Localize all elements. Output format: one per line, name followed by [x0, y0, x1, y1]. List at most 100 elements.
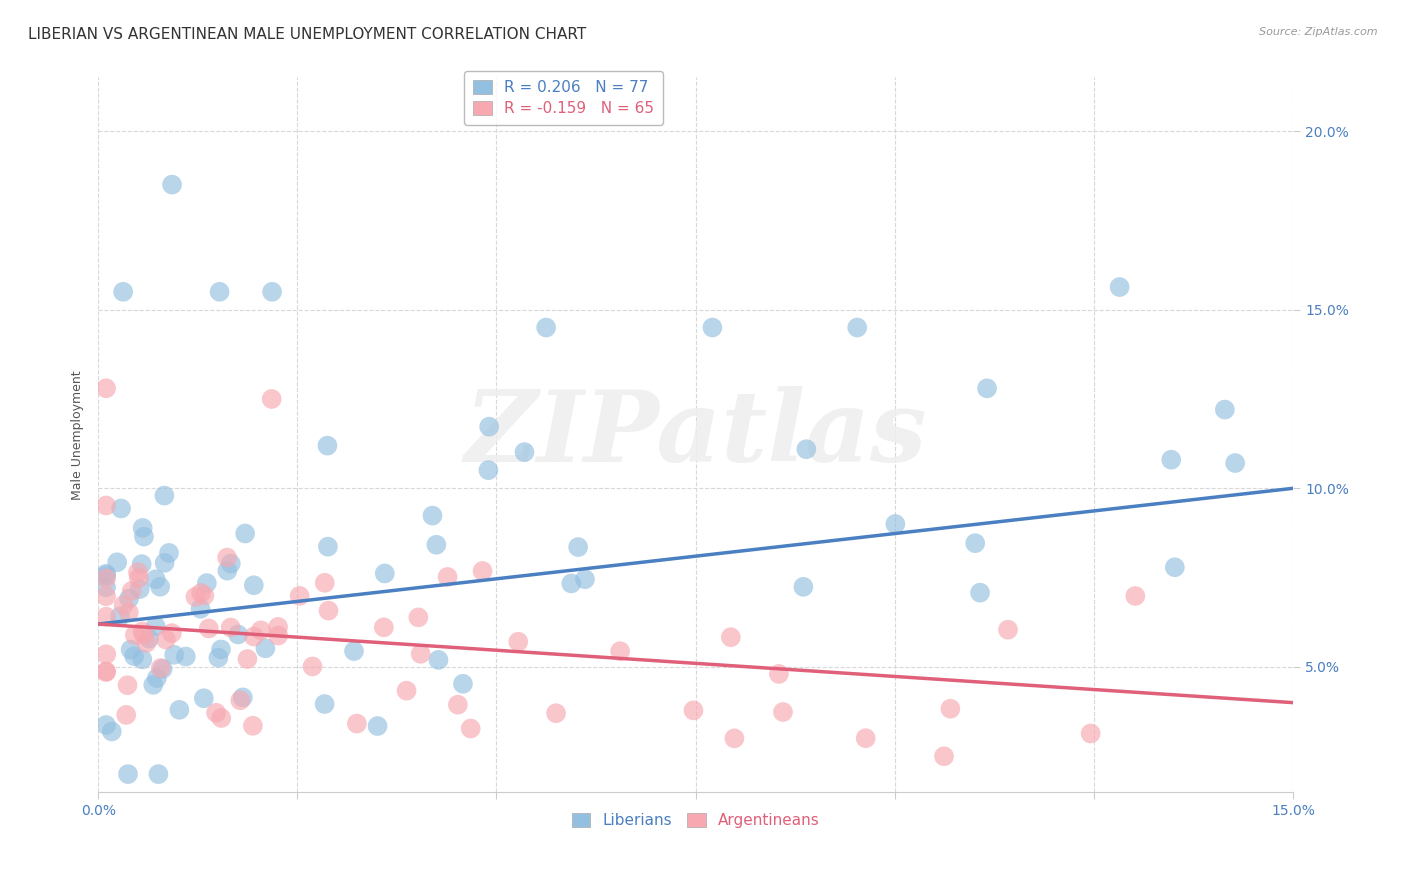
- Point: [1123, 589, 1146, 603]
- Point: [117, 678, 139, 692]
- Point: [965, 536, 987, 550]
- Point: [560, 576, 582, 591]
- Point: [157, 546, 180, 560]
- Point: [478, 419, 501, 434]
- Point: [367, 719, 389, 733]
- Point: [94, 665, 117, 679]
- Point: [118, 591, 141, 606]
- Point: [101, 724, 124, 739]
- Point: [723, 731, 745, 746]
- Point: [316, 540, 339, 554]
- Point: [120, 642, 142, 657]
- Point: [969, 585, 991, 599]
- Point: [932, 749, 955, 764]
- Point: [314, 575, 336, 590]
- Point: [508, 634, 530, 648]
- Point: [301, 659, 323, 673]
- Point: [146, 671, 169, 685]
- Point: [96, 647, 118, 661]
- Point: [997, 623, 1019, 637]
- Point: [155, 632, 177, 647]
- Point: [346, 716, 368, 731]
- Point: [217, 564, 239, 578]
- Point: [193, 589, 215, 603]
- Point: [343, 644, 366, 658]
- Point: [267, 620, 290, 634]
- Point: [471, 564, 494, 578]
- Point: [574, 572, 596, 586]
- Point: [682, 703, 704, 717]
- Point: [124, 628, 146, 642]
- Point: [94, 718, 117, 732]
- Legend: Liberians, Argentineans: Liberians, Argentineans: [565, 807, 825, 834]
- Point: [131, 521, 153, 535]
- Point: [243, 630, 266, 644]
- Point: [477, 463, 499, 477]
- Point: [267, 628, 290, 642]
- Point: [702, 320, 724, 334]
- Point: [94, 381, 117, 395]
- Point: [128, 571, 150, 585]
- Point: [855, 731, 877, 746]
- Point: [609, 644, 631, 658]
- Point: [374, 566, 396, 581]
- Point: [408, 610, 430, 624]
- Point: [1160, 452, 1182, 467]
- Point: [226, 627, 249, 641]
- Point: [132, 628, 155, 642]
- Point: [160, 178, 183, 192]
- Point: [131, 624, 153, 639]
- Point: [131, 652, 153, 666]
- Point: [232, 690, 254, 705]
- Point: [567, 540, 589, 554]
- Point: [122, 649, 145, 664]
- Point: [1108, 280, 1130, 294]
- Point: [976, 381, 998, 395]
- Point: [127, 566, 149, 580]
- Point: [768, 667, 790, 681]
- Point: [436, 570, 458, 584]
- Point: [94, 609, 117, 624]
- Point: [1213, 402, 1236, 417]
- Point: [209, 642, 232, 657]
- Point: [233, 526, 256, 541]
- Point: [121, 584, 143, 599]
- Point: [105, 555, 128, 569]
- Point: [145, 619, 167, 633]
- Point: [148, 767, 170, 781]
- Point: [132, 530, 155, 544]
- Point: [229, 693, 252, 707]
- Point: [217, 550, 239, 565]
- Point: [451, 677, 474, 691]
- Point: [112, 598, 135, 612]
- Point: [152, 662, 174, 676]
- Y-axis label: Male Unemployment: Male Unemployment: [72, 370, 84, 500]
- Point: [94, 580, 117, 594]
- Point: [138, 632, 160, 646]
- Point: [939, 702, 962, 716]
- Text: Source: ZipAtlas.com: Source: ZipAtlas.com: [1260, 27, 1378, 37]
- Point: [115, 707, 138, 722]
- Point: [425, 538, 447, 552]
- Point: [250, 624, 273, 638]
- Point: [131, 557, 153, 571]
- Point: [190, 586, 212, 600]
- Point: [1080, 726, 1102, 740]
- Point: [314, 697, 336, 711]
- Point: [796, 442, 818, 457]
- Point: [94, 566, 117, 581]
- Point: [163, 648, 186, 662]
- Point: [110, 501, 132, 516]
- Point: [145, 572, 167, 586]
- Point: [884, 516, 907, 531]
- Point: [288, 589, 311, 603]
- Point: [128, 582, 150, 596]
- Point: [316, 439, 339, 453]
- Point: [534, 320, 557, 334]
- Point: [208, 285, 231, 299]
- Point: [117, 767, 139, 781]
- Point: [184, 590, 207, 604]
- Point: [422, 508, 444, 523]
- Point: [846, 320, 869, 334]
- Point: [427, 653, 450, 667]
